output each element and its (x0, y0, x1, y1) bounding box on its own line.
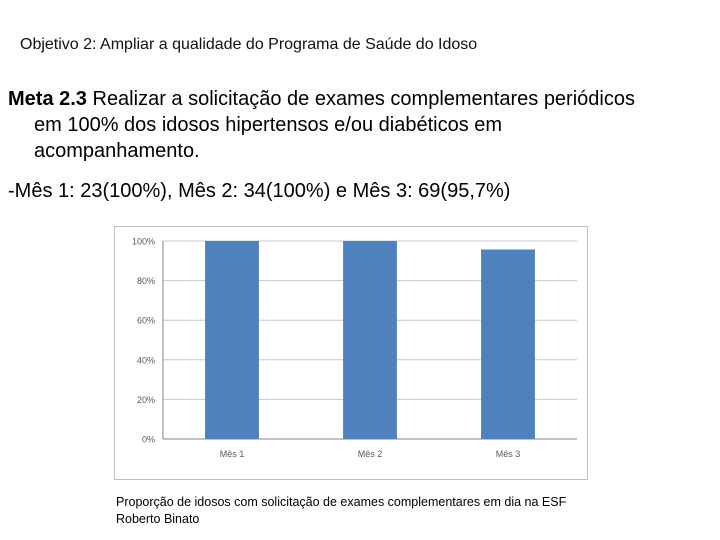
bar (481, 249, 535, 439)
y-tick-label: 60% (137, 316, 155, 326)
y-tick-label: 80% (137, 276, 155, 286)
chart-svg: 0% 20% 40% 60% 80% 100% Mês 1 Mês 2 Mês 3 (132, 237, 577, 459)
x-tick-label: Mês 2 (358, 449, 383, 459)
y-tick-label: 0% (142, 435, 155, 445)
goal-line-2: em 100% dos idosos hipertensos e/ou diab… (34, 114, 503, 136)
bar-chart: 0% 20% 40% 60% 80% 100% Mês 1 Mês 2 Mês 3 (114, 226, 588, 480)
goal-line-3: acompanhamento. (34, 140, 200, 162)
goal-line-1: Realizar a solicitação de exames complem… (86, 88, 635, 110)
x-tick-label: Mês 3 (496, 449, 521, 459)
bar (343, 241, 397, 439)
goal-text: Meta 2.3 Realizar a solicitação de exame… (8, 86, 708, 164)
x-tick-label: Mês 1 (220, 449, 245, 459)
y-tick-label: 40% (137, 355, 155, 365)
goal-label: Meta 2.3 (8, 88, 87, 110)
y-tick-label: 20% (137, 395, 155, 405)
y-tick-label: 100% (132, 237, 155, 247)
months-summary: -Mês 1: 23(100%), Mês 2: 34(100%) e Mês … (8, 180, 511, 202)
chart-caption: Proporção de idosos com solicitação de e… (116, 495, 567, 526)
objective-title: Objetivo 2: Ampliar a qualidade do Progr… (20, 36, 478, 53)
bar (205, 241, 259, 439)
